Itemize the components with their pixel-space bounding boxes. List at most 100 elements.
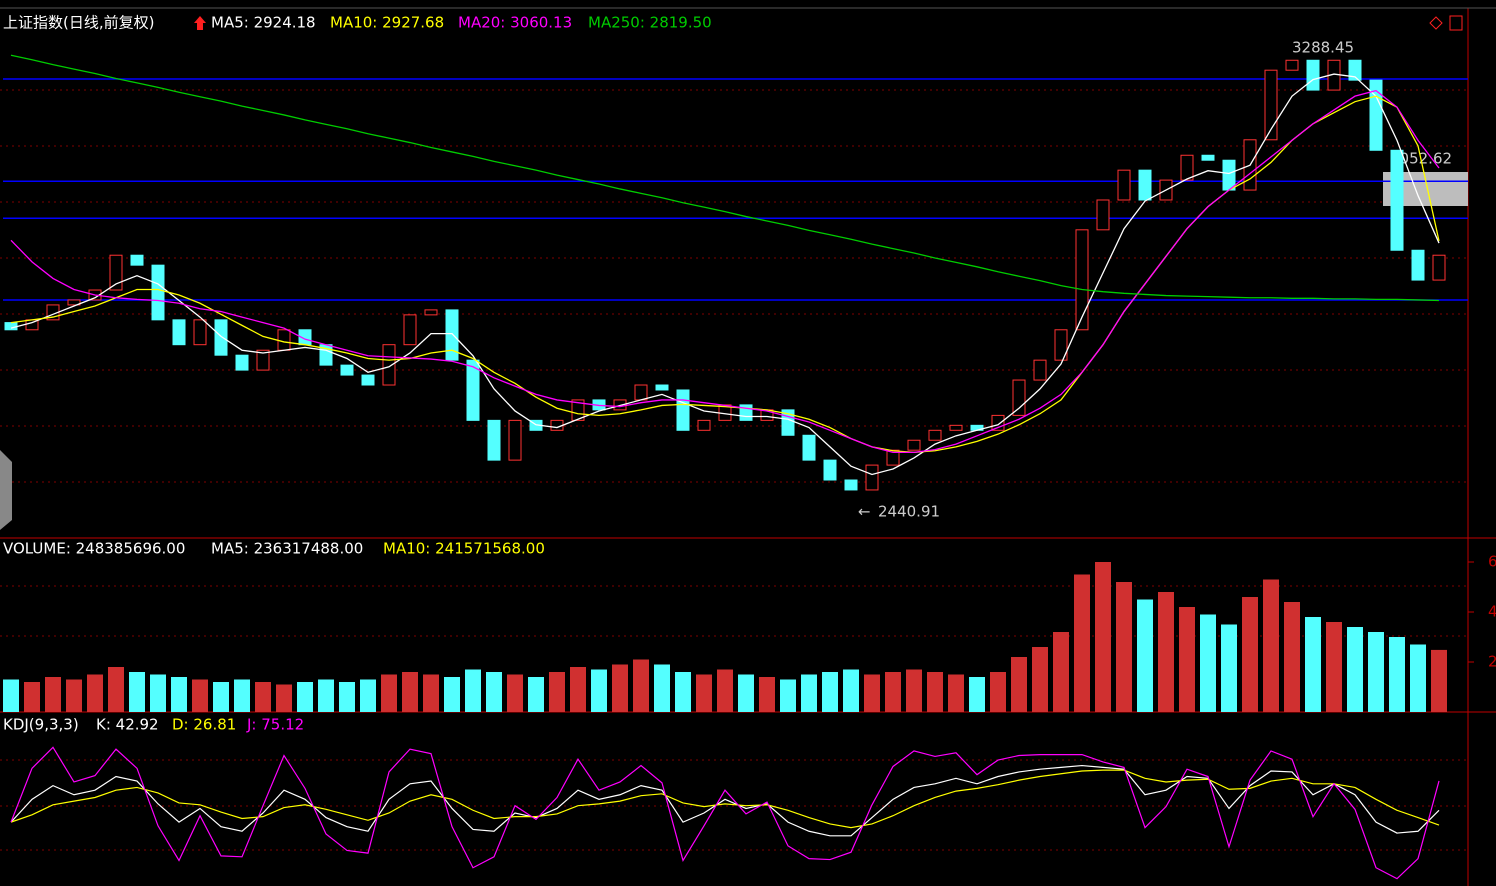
y-tick-label: 4 [1488, 603, 1496, 621]
series-line [10, 73, 1440, 476]
volume-bar [1410, 644, 1426, 712]
candle [1390, 149, 1404, 251]
candle [214, 319, 228, 356]
volume-bar [423, 674, 439, 712]
volume-bar [1011, 657, 1027, 712]
legend-entry: KDJ(9,3,3) [3, 716, 79, 734]
candle [130, 254, 144, 266]
grid [0, 89, 1468, 851]
volume-bar [381, 674, 397, 712]
y-tick-label: 2 [1488, 653, 1496, 671]
volume-bar [801, 674, 817, 712]
candle [508, 419, 522, 461]
candle [571, 399, 585, 421]
annotation: 3288.45 [1292, 39, 1354, 57]
candle [1117, 169, 1131, 201]
side-tab[interactable] [0, 450, 12, 530]
volume-bar [1389, 637, 1405, 712]
candle [1432, 254, 1446, 281]
legend-arrow [194, 16, 206, 30]
volume-bar [570, 667, 586, 712]
volume-bar [990, 672, 1006, 712]
candle [1264, 69, 1278, 141]
legend-entry: MA5: 2924.18 [211, 14, 316, 32]
legend-entry: J: 75.12 [246, 716, 304, 734]
volume-bar [1263, 579, 1279, 712]
volume-bar [675, 672, 691, 712]
volume-bar [402, 672, 418, 712]
volume-bar [738, 674, 754, 712]
candle [1411, 249, 1425, 281]
volume-bar [297, 682, 313, 712]
volume-bar [87, 674, 103, 712]
volume-bar [255, 682, 271, 712]
candle [466, 359, 480, 421]
volume-bar [864, 674, 880, 712]
candle [1306, 59, 1320, 91]
volume-bar [1347, 627, 1363, 712]
icon-window[interactable] [1449, 15, 1463, 31]
legend-entry: VOLUME: 248385696.00 [3, 540, 185, 558]
legend-entry: MA20: 3060.13 [458, 14, 572, 32]
volume-bar [1242, 597, 1258, 712]
volume-bar [66, 679, 82, 712]
volume-bar [927, 672, 943, 712]
volume-bar [696, 674, 712, 712]
volume-bar [1305, 617, 1321, 712]
volume-bar [780, 679, 796, 712]
volume-bar [1284, 602, 1300, 712]
candle [1096, 199, 1110, 231]
annotation: 2440.91 [878, 503, 940, 521]
candle [655, 384, 669, 391]
volume-bar [1116, 582, 1132, 712]
candle [67, 299, 81, 306]
volume-bar [1200, 614, 1216, 712]
icon-diamond[interactable] [1429, 16, 1443, 30]
legend-entry: MA10: 241571568.00 [383, 540, 545, 558]
volume-bar [948, 674, 964, 712]
volume-bar [633, 659, 649, 712]
candle [109, 254, 123, 291]
candle [1222, 159, 1236, 191]
volume-bar [213, 682, 229, 712]
series-line [10, 769, 1440, 829]
candle [1180, 154, 1194, 181]
candle [235, 354, 249, 371]
volume-bar [1095, 562, 1111, 712]
candle [697, 419, 711, 431]
volume-bar [234, 679, 250, 712]
candle [424, 309, 438, 316]
candle [382, 344, 396, 386]
series-line [10, 746, 1440, 880]
candle [193, 319, 207, 346]
volume-bar [339, 682, 355, 712]
candle [172, 319, 186, 346]
volume-bar [759, 677, 775, 712]
volume-bar [3, 679, 19, 712]
legend-entry: K: 42.92 [96, 716, 159, 734]
volume-bar [1053, 632, 1069, 712]
series-line [10, 89, 1440, 454]
candle [823, 459, 837, 481]
volume-bar [906, 669, 922, 712]
volume-bar [24, 682, 40, 712]
volume-bar [150, 674, 166, 712]
volume-bar [591, 669, 607, 712]
volume-bar [486, 672, 502, 712]
volume-bar [1179, 607, 1195, 712]
volume-bar [507, 674, 523, 712]
series-line [10, 54, 1440, 302]
legend-entry: MA10: 2927.68 [330, 14, 444, 32]
candle [1138, 169, 1152, 201]
volume-bar [528, 677, 544, 712]
candle [949, 424, 963, 431]
volume-bar [129, 672, 145, 712]
candle [1075, 229, 1089, 331]
volume-bar [885, 672, 901, 712]
volume-bar [1221, 624, 1237, 712]
volume-bar [171, 677, 187, 712]
candle [277, 329, 291, 351]
candle [151, 264, 165, 321]
candle [802, 434, 816, 461]
chart-title: 上证指数(日线,前复权) [3, 14, 154, 32]
